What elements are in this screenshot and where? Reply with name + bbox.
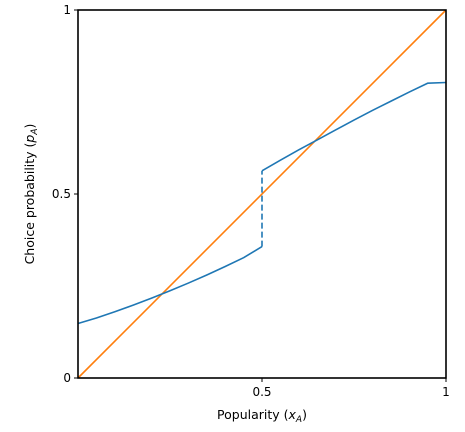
x-axis-label: Popularity (xA) [217,407,307,425]
y-tick-label: 1 [63,3,71,17]
series-0-segment-0 [77,9,447,379]
series-1-segment-2 [261,81,447,172]
series-layer [77,9,447,379]
ticks-layer: 0.5 1 0 0.5 1 [52,3,450,399]
x-tick-label: 0.5 [252,385,271,399]
x-tick-label: 1 [442,385,450,399]
series-1-segment-0 [77,245,263,325]
y-tick-label: 0 [63,371,71,385]
y-axis-label: Choice probability (pA) [22,124,40,265]
y-tick-label: 0.5 [52,187,71,201]
